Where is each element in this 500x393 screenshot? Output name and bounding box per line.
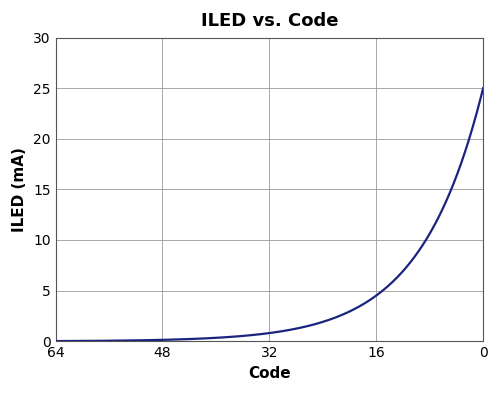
X-axis label: Code: Code bbox=[248, 365, 290, 380]
Y-axis label: ILED (mA): ILED (mA) bbox=[12, 147, 28, 232]
Title: ILED vs. Code: ILED vs. Code bbox=[200, 13, 338, 31]
